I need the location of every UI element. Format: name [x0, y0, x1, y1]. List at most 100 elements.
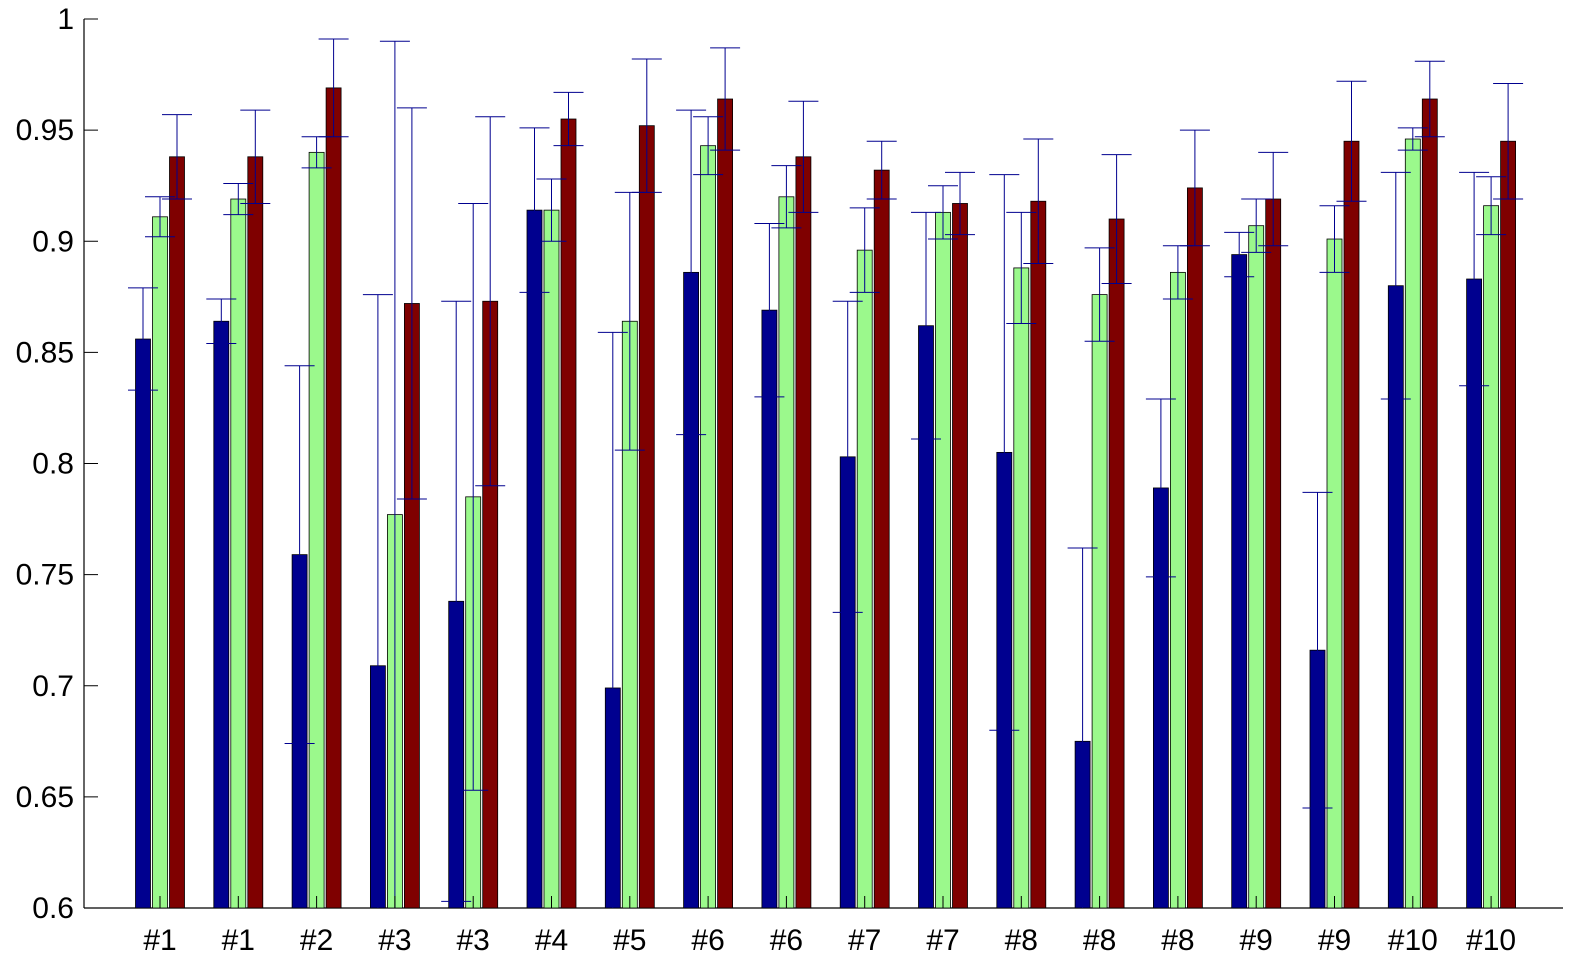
x-tick-label: #1 — [222, 924, 255, 957]
error-bar-2-17 — [1397, 127, 1428, 151]
bar-1-1 — [135, 338, 151, 909]
error-bar-2-12 — [1006, 211, 1037, 324]
error-bar-1-2 — [206, 298, 237, 344]
bar-3-7 — [638, 125, 655, 909]
y-tick-label: 0.7 — [32, 670, 74, 703]
bar-3-14 — [1187, 187, 1203, 909]
x-tick-label: #3 — [378, 924, 411, 957]
error-bar-3-5 — [475, 116, 506, 487]
x-tick-label: #6 — [691, 924, 724, 957]
bar-1-9 — [761, 309, 778, 909]
x-tick-label: #2 — [300, 924, 333, 957]
bar-3-9 — [795, 156, 812, 909]
bar-1-15 — [1231, 254, 1248, 909]
x-tick-label: #10 — [1466, 924, 1516, 957]
x-axis: #1 #1 #2 #3 #3 #4 #5 #6 #6 #7 #7 #8 #8 #8 #9 #9 #10 #10 — [143, 896, 1516, 957]
bar-1-6 — [526, 209, 543, 909]
error-bar-2-13 — [1084, 247, 1115, 342]
bar-2-10 — [856, 249, 873, 909]
bar-3-13 — [1108, 218, 1125, 909]
error-bar-3-7 — [631, 58, 662, 193]
bar-2-2 — [230, 198, 247, 909]
error-bar-1-9 — [754, 222, 785, 398]
x-tick-label: #5 — [613, 924, 646, 957]
error-bar-2-11 — [928, 185, 958, 240]
bar-3-3 — [325, 87, 342, 909]
error-bar-2-5 — [458, 202, 489, 791]
error-bar-1-5 — [441, 300, 472, 902]
error-bar-3-2 — [240, 109, 271, 204]
x-tick-label: #8 — [1161, 924, 1194, 957]
error-bar-3-10 — [866, 140, 897, 200]
error-bar-3-1 — [162, 114, 192, 200]
error-bar-1-10 — [832, 300, 863, 613]
error-bar-1-16 — [1302, 491, 1333, 809]
error-bar-2-6 — [536, 178, 567, 242]
error-bar-3-12 — [1023, 138, 1054, 264]
bar-marks — [135, 87, 1516, 909]
bar-3-2 — [247, 156, 264, 909]
y-tick-label: 0.85 — [16, 336, 74, 369]
error-bar-2-16 — [1319, 205, 1350, 273]
error-bar-2-10 — [849, 207, 880, 293]
error-bar-1-12 — [989, 174, 1020, 731]
bar-2-8 — [700, 145, 716, 909]
bar-3-11 — [952, 203, 968, 909]
x-tick-label: #7 — [926, 924, 959, 957]
error-bar-1-7 — [597, 331, 628, 908]
error-bar-1-8 — [676, 109, 707, 436]
error-bar-2-9 — [771, 165, 802, 229]
x-tick-label: #9 — [1240, 924, 1273, 957]
bar-2-18 — [1483, 205, 1499, 909]
error-bar-1-6 — [519, 127, 550, 293]
error-bar-3-6 — [553, 91, 584, 147]
bar-1-2 — [213, 320, 230, 909]
x-tick-label: #6 — [770, 924, 803, 957]
error-bar-3-3 — [318, 38, 349, 138]
error-bar-1-18 — [1459, 171, 1490, 387]
bar-3-15 — [1265, 198, 1282, 909]
error-bar-3-16 — [1336, 80, 1367, 202]
y-tick-label: 0.65 — [16, 781, 74, 814]
error-bar-3-17 — [1414, 60, 1445, 138]
x-tick-label: #7 — [848, 924, 881, 957]
error-bar-1-17 — [1380, 171, 1411, 400]
y-tick-label: 0.95 — [16, 114, 74, 147]
bar-2-17 — [1404, 138, 1421, 909]
x-tick-label: #9 — [1318, 924, 1351, 957]
bar-2-9 — [778, 196, 795, 909]
x-tick-label: #1 — [143, 924, 176, 957]
bar-2-6 — [543, 209, 560, 909]
x-tick-label: #8 — [1005, 924, 1038, 957]
y-tick-label: 0.9 — [32, 225, 74, 258]
bar-3-16 — [1343, 140, 1360, 909]
y-tick-label: 0.6 — [32, 892, 74, 925]
error-bar-2-8 — [693, 116, 724, 176]
x-tick-label: #10 — [1388, 924, 1438, 957]
bar-2-1 — [152, 216, 168, 909]
error-bar-3-15 — [1258, 151, 1289, 247]
bar-2-12 — [1013, 267, 1030, 909]
error-bars — [128, 38, 1524, 908]
x-tick-label: #8 — [1083, 924, 1116, 957]
error-bar-1-1 — [128, 287, 158, 391]
bar-3-10 — [873, 169, 890, 909]
bar-3-8 — [717, 98, 733, 909]
bar-3-17 — [1421, 98, 1438, 909]
bar-3-6 — [560, 118, 577, 909]
error-bar-1-15 — [1224, 231, 1255, 278]
y-axis: 0.6 0.65 0.7 0.75 0.8 0.85 0.9 0.95 1 — [16, 3, 98, 925]
error-bar-1-13 — [1067, 547, 1098, 908]
y-tick-label: 1 — [57, 3, 74, 36]
error-bar-3-8 — [710, 47, 741, 151]
error-bar-1-14 — [1145, 398, 1176, 578]
bar-2-14 — [1170, 271, 1186, 909]
error-bar-2-2 — [223, 182, 254, 216]
error-bar-1-4 — [362, 294, 393, 908]
error-bar-2-1 — [145, 196, 175, 238]
error-bar-2-15 — [1241, 198, 1272, 253]
x-tick-label: #4 — [535, 924, 568, 957]
bar-2-15 — [1248, 225, 1265, 909]
bar-3-1 — [169, 156, 185, 909]
